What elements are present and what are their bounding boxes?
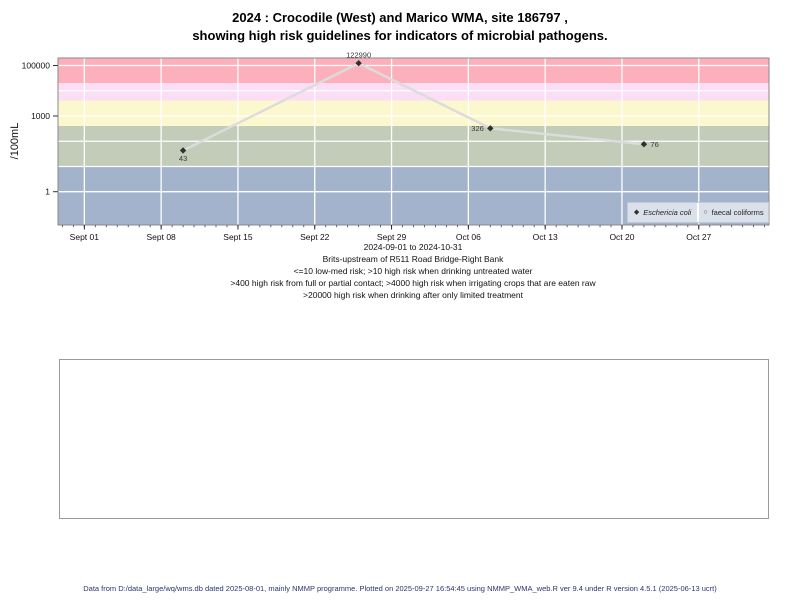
risk-band [58,58,769,84]
legend-item-faecal-coliforms: ○ faecal coliforms [699,203,768,222]
risk-band [58,83,769,101]
x-tick-label: Sept 15 [223,232,253,242]
chart-notes: 2024-09-01 to 2024-10-31 Brits-upstream … [13,241,800,301]
x-tick-label: Oct 20 [609,232,634,242]
data-point-label: 76 [650,140,658,149]
data-point [355,60,362,67]
data-line [181,61,646,152]
risk-note-1: <=10 low-med risk; >10 high risk when dr… [293,266,533,276]
legend-label-ecoli: Eschericia coli [643,208,692,217]
y-tick-label: 1000 [31,111,50,121]
chart-title-line2: showing high risk guidelines for indicat… [192,28,608,43]
x-tick-label: Sept 22 [300,232,330,242]
chart-title: 2024 : Crocodile (West) and Marico WMA, … [0,9,800,45]
site-description-note: Brits-upstream of R511 Road Bridge-Right… [322,254,504,264]
data-point [487,125,494,132]
footer-text: Data from D:/data_large/wq/wms.db dated … [83,584,717,593]
data-point-label: 43 [179,154,187,163]
x-tick-label: Oct 13 [533,232,558,242]
chart-legend: ◆ Eschericia coli ○ faecal coliforms [627,202,769,223]
data-point-label: 326 [471,124,484,133]
filled-diamond-icon: ◆ [633,209,640,216]
open-circle-icon: ○ [703,209,708,216]
data-point-label: 122990 [346,51,371,60]
chart-title-line1: 2024 : Crocodile (West) and Marico WMA, … [232,10,568,25]
x-tick-label: Sept 08 [146,232,176,242]
risk-note-3: >20000 high risk when drinking after onl… [303,290,523,300]
legend-label-faecal-coliforms: faecal coliforms [711,208,764,217]
risk-guideline-chart: 100000 1000 1 Sept 01 Sept 08 Sept 15 Sept 22 S… [22,51,770,242]
risk-note-2: >400 high risk from full or partial cont… [230,278,596,288]
data-point [640,141,648,148]
risk-band [58,100,769,127]
legend-item-ecoli: ◆ Eschericia coli [628,203,699,222]
x-tick-label: Sept 29 [377,232,407,242]
comment-box [59,359,769,519]
x-tick-label: Oct 27 [686,232,711,242]
x-tick-label: Oct 06 [456,232,481,242]
y-tick-label: 1 [45,187,50,197]
date-range-note: 2024-09-01 to 2024-10-31 [363,242,463,252]
risk-band [58,126,769,167]
data-point [179,147,187,154]
y-tick-label: 100000 [22,60,51,70]
x-tick-label: Sept 01 [70,232,100,242]
